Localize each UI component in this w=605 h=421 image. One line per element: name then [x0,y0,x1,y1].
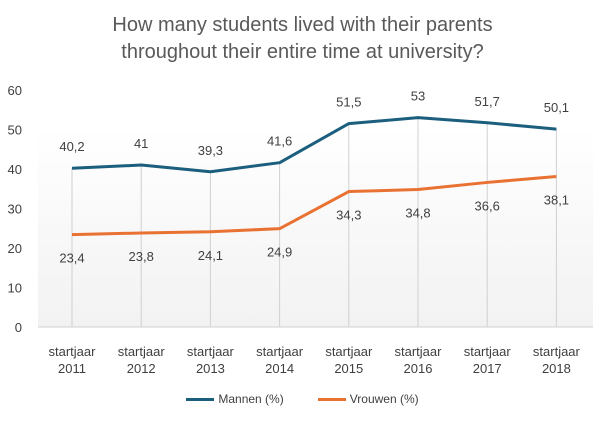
data-label: 53 [411,89,425,104]
legend-swatch-mannen [186,397,215,401]
data-label: 51,5 [336,95,361,110]
data-label: 50,1 [544,100,569,115]
data-label: 23,4 [59,251,84,266]
series-line-mannen [71,116,557,174]
data-label: 51,7 [475,94,500,109]
y-tick-label: 60 [8,83,22,98]
x-tick-label: 2016 [404,361,433,376]
x-tick-label: 2013 [196,361,225,376]
x-tick-label: startjaar [118,344,166,359]
legend-swatch-vrouwen [317,397,346,401]
data-label: 38,1 [544,193,569,208]
x-tick-label: startjaar [395,344,443,359]
x-tick-label: 2015 [334,361,363,376]
chart-title-line-1: How many students lived with their paren… [112,14,493,36]
x-tick-label: 2018 [542,361,571,376]
legend-item-vrouwen[interactable]: Vrouwen (%) [317,392,419,406]
data-label: 39,3 [198,143,223,158]
y-tick-label: 30 [8,202,22,217]
data-label: 24,9 [267,245,292,260]
data-label: 36,6 [475,198,500,213]
x-tick-label: 2014 [265,361,294,376]
legend: Mannen (%) Vrouwen (%) [0,392,605,406]
chart-title-line-2: throughout their entire time at universi… [121,41,484,63]
data-label: 41,6 [267,134,292,149]
x-tick-label: startjaar [256,344,304,359]
y-tick-label: 40 [8,162,22,177]
legend-label-mannen: Mannen (%) [218,392,284,406]
legend-item-mannen[interactable]: Mannen (%) [186,392,284,406]
series-line-vrouwen [71,175,557,237]
data-label: 40,2 [59,139,84,154]
data-label: 34,8 [405,206,430,221]
x-tick-label: startjaar [49,344,97,359]
y-tick-label: 0 [15,320,22,335]
y-tick-label: 50 [8,123,22,138]
x-tick-label: startjaar [325,344,373,359]
x-tick-label: startjaar [464,344,512,359]
data-label: 24,1 [198,248,223,263]
data-label: 34,3 [336,208,361,223]
y-tick-label: 10 [8,281,22,296]
plot-area [38,128,593,327]
x-tick-label: 2011 [58,361,86,376]
chart-title: How many students lived with their paren… [0,12,605,66]
legend-label-vrouwen: Vrouwen (%) [349,392,419,406]
x-tick-label: startjaar [533,344,581,359]
x-tick-label: startjaar [187,344,235,359]
y-tick-label: 20 [8,241,22,256]
data-label: 41 [134,136,148,151]
x-tick-label: 2012 [127,361,156,376]
x-tick-label: 2017 [473,361,502,376]
data-label: 23,8 [129,249,154,264]
